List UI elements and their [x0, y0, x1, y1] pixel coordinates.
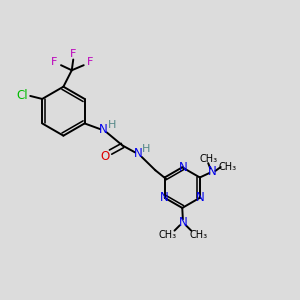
Text: F: F: [87, 57, 94, 67]
Text: N: N: [196, 191, 205, 204]
Text: H: H: [142, 143, 151, 154]
Text: N: N: [178, 216, 187, 229]
Text: N: N: [178, 161, 187, 174]
Text: CH₃: CH₃: [199, 154, 217, 164]
Text: N: N: [160, 191, 168, 204]
Text: F: F: [51, 57, 58, 67]
Text: CH₃: CH₃: [189, 230, 207, 240]
Text: O: O: [100, 150, 109, 164]
Text: N: N: [207, 165, 216, 178]
Text: CH₃: CH₃: [219, 162, 237, 172]
Text: N: N: [134, 147, 142, 161]
Text: N: N: [99, 124, 107, 136]
Text: CH₃: CH₃: [158, 230, 176, 240]
Text: Cl: Cl: [17, 89, 28, 103]
Text: H: H: [108, 120, 116, 130]
Text: F: F: [70, 49, 76, 58]
